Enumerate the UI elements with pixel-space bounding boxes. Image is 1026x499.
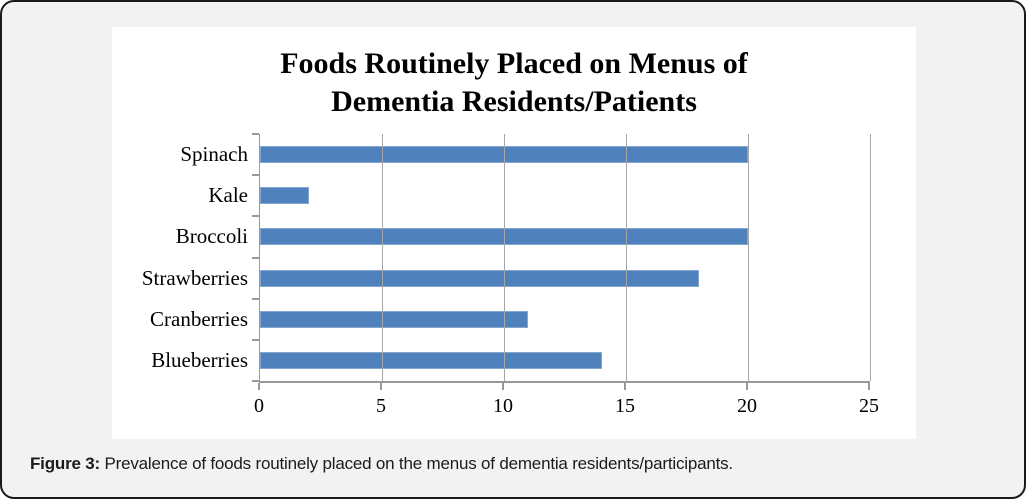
x-axis-tick xyxy=(868,383,870,390)
category-labels: Spinach Kale Broccoli Strawberries Cranberri… xyxy=(112,134,248,381)
bar-row xyxy=(260,216,870,257)
bar-row xyxy=(260,340,870,381)
y-axis-tick xyxy=(252,133,259,135)
y-axis-ticks xyxy=(252,133,259,382)
figure-caption: Figure 3: Prevalence of foods routinely … xyxy=(30,454,990,474)
x-axis-ticks xyxy=(258,383,870,390)
gridline xyxy=(382,134,383,381)
category-label-cranberries: Cranberries xyxy=(150,306,248,331)
x-tick-label: 10 xyxy=(493,395,513,417)
bar-rows xyxy=(260,134,870,381)
gridline xyxy=(626,134,627,381)
x-axis-tick xyxy=(258,383,260,390)
chart-title: Foods Routinely Placed on Menus of Demen… xyxy=(112,45,916,121)
chart-title-line-1: Foods Routinely Placed on Menus of xyxy=(280,47,748,80)
chart-canvas: Foods Routinely Placed on Menus of Demen… xyxy=(112,27,916,439)
x-tick-label: 5 xyxy=(376,395,386,417)
category-label-kale: Kale xyxy=(208,183,248,208)
category-label-blueberries: Blueberries xyxy=(151,347,248,372)
bar-strawberries xyxy=(260,269,700,287)
x-tick-label: 20 xyxy=(737,395,757,417)
x-axis-tick xyxy=(624,383,626,390)
bar-row xyxy=(260,299,870,340)
chart-title-line-2: Dementia Residents/Patients xyxy=(331,85,697,118)
x-axis-tick xyxy=(746,383,748,390)
y-axis-tick xyxy=(252,297,259,300)
y-axis-tick xyxy=(252,256,259,259)
bar-cranberries xyxy=(260,310,529,328)
bar-row xyxy=(260,258,870,299)
x-axis-tick xyxy=(380,383,382,390)
bar-blueberries xyxy=(260,351,602,369)
plot-area xyxy=(259,134,871,383)
x-axis-tick xyxy=(502,383,504,390)
bar-kale xyxy=(260,187,309,205)
figure-caption-text: Prevalence of foods routinely placed on … xyxy=(100,454,734,473)
y-axis-tick xyxy=(252,380,259,382)
x-tick-label: 0 xyxy=(254,395,264,417)
gridline xyxy=(870,134,871,381)
y-axis-tick xyxy=(252,174,259,177)
x-tick-label: 15 xyxy=(615,395,635,417)
x-axis-labels: 0 5 10 15 20 25 xyxy=(254,395,879,419)
gridline xyxy=(748,134,749,381)
bar-row xyxy=(260,175,870,216)
category-label-spinach: Spinach xyxy=(180,142,248,167)
bar-row xyxy=(260,134,870,175)
figure-caption-label: Figure 3: xyxy=(30,454,100,473)
y-axis-tick xyxy=(252,338,259,341)
category-label-broccoli: Broccoli xyxy=(175,224,248,249)
gridline xyxy=(504,134,505,381)
category-label-strawberries: Strawberries xyxy=(141,265,248,290)
x-tick-label: 25 xyxy=(859,395,879,417)
y-axis-tick xyxy=(252,215,259,218)
